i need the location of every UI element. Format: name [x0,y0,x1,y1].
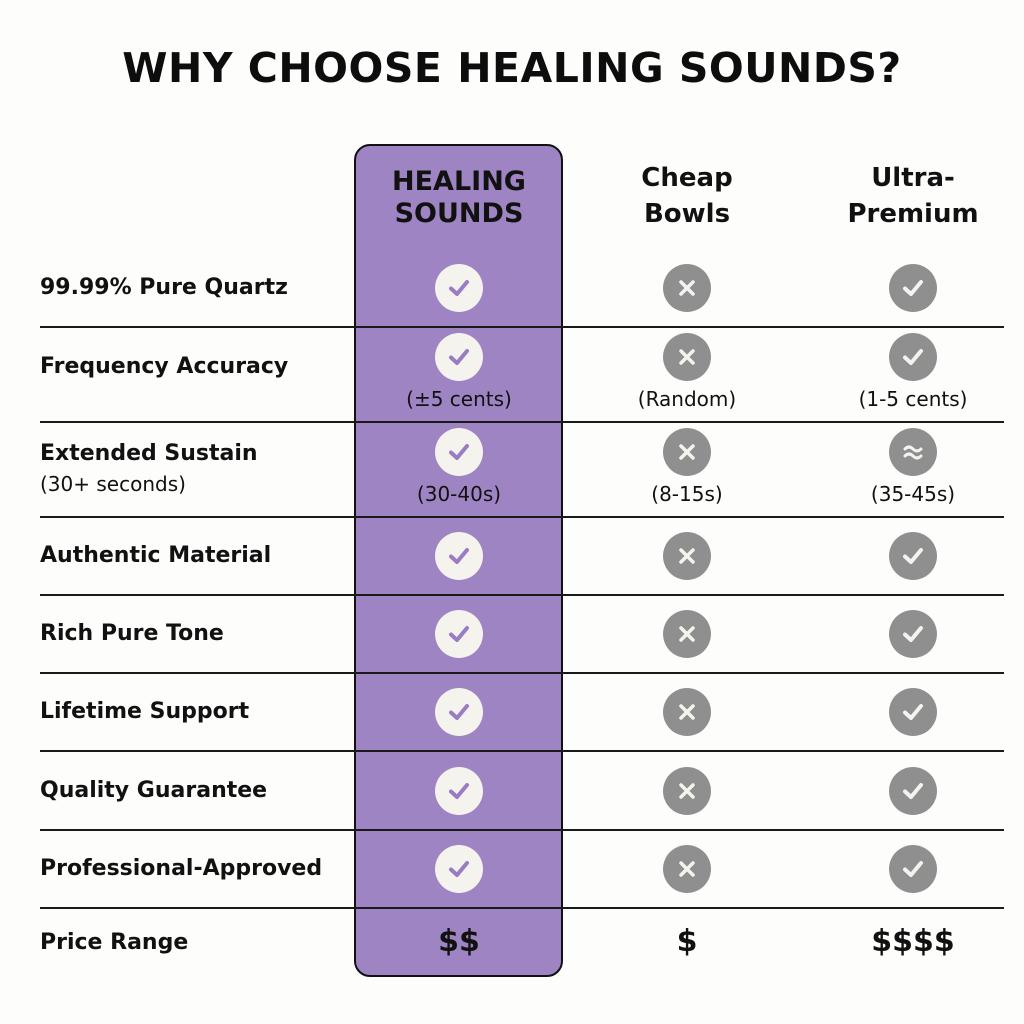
check-icon [435,264,483,312]
row-divider [40,907,1004,909]
page-title: WHY CHOOSE HEALING SOUNDS? [122,44,902,92]
cell-cheap-bowls [577,610,797,658]
approx-icon [889,427,937,476]
cell-cheap-bowls [577,264,797,312]
column-header-line: HEALING [392,166,526,197]
check-icon [435,427,483,476]
cell-ultra-premium: (1-5 cents) [803,332,1023,411]
row-label-text: Professional-Approved [40,856,323,881]
cell-cheap-bowls [577,532,797,580]
check-icon [889,532,937,580]
cell-ultra-premium [803,532,1023,580]
column-header-cheap-bowls: Cheap Bowls [577,160,797,232]
column-header-line: Ultra- [871,163,955,193]
row-label: 99.99% Pure Quartz [40,275,288,300]
cell-cheap-bowls [577,845,797,893]
check-icon [435,332,483,381]
price-ultra-premium: $$$$ [871,924,955,959]
column-header-healing-sounds: HEALING SOUNDS [349,166,569,230]
cell-ultra-premium [803,610,1023,658]
cell-healing-sounds [349,845,569,893]
cell-ultra-premium [803,688,1023,736]
row-label-text: 99.99% Pure Quartz [40,275,288,300]
row-label-text: Authentic Material [40,543,272,568]
check-icon [435,688,483,736]
cell-note: (30-40s) [416,481,502,506]
cell-note: (35-45s) [870,481,956,506]
row-divider [40,421,1004,423]
row-label: Lifetime Support [40,699,249,724]
row-divider [40,672,1004,674]
x-icon [663,610,711,658]
cell-healing-sounds [349,610,569,658]
column-header-line: Premium [847,199,979,229]
x-icon [663,766,711,815]
row-label: Frequency Accuracy [40,354,288,379]
cell-healing-sounds [349,264,569,312]
row-divider [40,326,1004,328]
cell-cheap-bowls [577,766,797,815]
check-icon [889,264,937,312]
column-header-line: Bowls [643,199,731,229]
cell-note: (1-5 cents) [858,386,968,411]
cell-cheap-bowls [577,688,797,736]
check-icon [435,610,483,658]
row-label-text: Lifetime Support [40,699,250,724]
row-label: Professional-Approved [40,856,322,881]
x-icon [663,532,711,580]
row-divider [40,829,1004,831]
cell-cheap-bowls: (8-15s) [577,427,797,506]
cell-ultra-premium: (35-45s) [803,427,1023,506]
row-divider [40,516,1004,518]
cell-note: (±5 cents) [406,386,512,411]
row-divider [40,594,1004,596]
check-icon [889,610,937,658]
column-header-line: SOUNDS [394,198,524,229]
cell-note: (Random) [637,386,737,411]
row-label-text: Frequency Accuracy [40,353,289,379]
cell-healing-sounds [349,688,569,736]
cell-ultra-premium [803,264,1023,312]
cell-healing-sounds [349,532,569,580]
row-label-price: Price Range [40,930,189,955]
row-label: Quality Guarantee [40,778,267,803]
price-cheap-bowls: $ [676,924,698,959]
row-label: Authentic Material [40,543,271,568]
cell-healing-sounds [349,766,569,815]
row-label-sub: (30+ seconds) [40,471,186,496]
x-icon [663,264,711,312]
check-icon [889,845,937,893]
check-icon [435,532,483,580]
price-healing-sounds: $$ [438,924,480,959]
check-icon [435,766,483,815]
cell-note: (8-15s) [651,481,723,506]
cell-healing-sounds: (30-40s) [349,427,569,506]
cell-cheap-bowls: (Random) [577,332,797,411]
check-icon [889,766,937,815]
x-icon [663,427,711,476]
column-header-ultra-premium: Ultra- Premium [803,160,1023,232]
x-icon [663,688,711,736]
check-icon [435,845,483,893]
check-icon [889,688,937,736]
check-icon [889,332,937,381]
row-label-text: Quality Guarantee [40,777,268,803]
cell-healing-sounds: (±5 cents) [349,332,569,411]
row-label: Rich Pure Tone [40,621,224,646]
x-icon [663,845,711,893]
x-icon [663,332,711,381]
row-label-text: Rich Pure Tone [40,621,224,646]
row-label: Extended Sustain (30+ seconds) [40,441,258,496]
row-divider [40,750,1004,752]
column-header-line: Cheap [641,163,733,193]
cell-ultra-premium [803,845,1023,893]
cell-ultra-premium [803,766,1023,815]
row-label-text: Extended Sustain [40,440,258,466]
